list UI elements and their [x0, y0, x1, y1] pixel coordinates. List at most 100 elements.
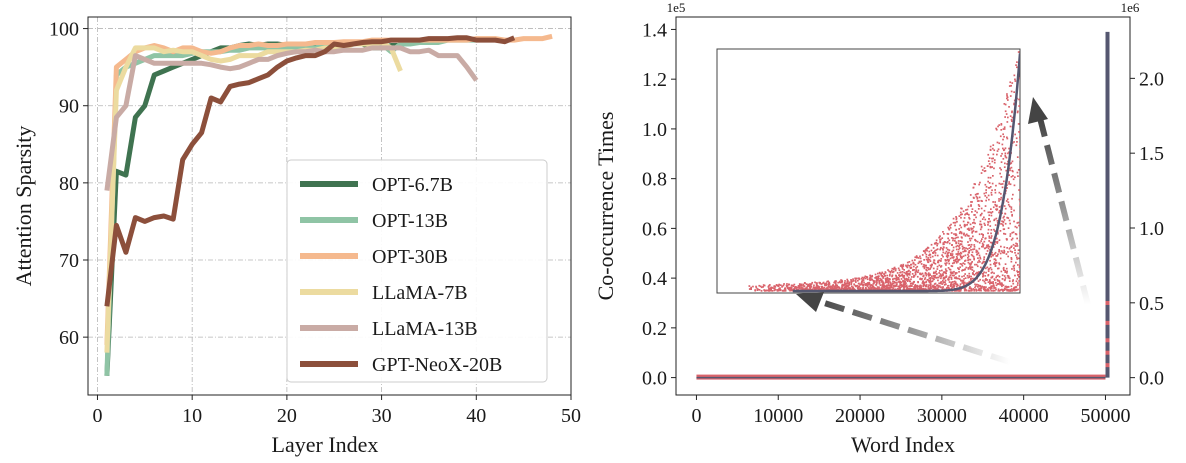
scatter-point: [841, 280, 843, 283]
scatter-point: [909, 282, 912, 285]
scatter-point: [927, 268, 930, 271]
scatter-point: [997, 274, 999, 277]
scatter-point: [976, 283, 978, 286]
scatter-point: [967, 234, 969, 237]
scatter-point: [1001, 288, 1003, 291]
scatter-point: [977, 257, 979, 259]
scatter-point: [974, 238, 976, 241]
scatter-point: [912, 276, 915, 278]
scatter-point: [949, 271, 952, 273]
scatter-point: [970, 227, 972, 230]
scatter-point: [908, 288, 910, 290]
scatter-point: [976, 240, 979, 243]
scatter-point: [919, 286, 921, 289]
scatter-point: [964, 249, 966, 251]
scatter-point: [943, 233, 945, 235]
scatter-point: [979, 261, 981, 263]
scatter-point: [831, 288, 833, 291]
scatter-point: [978, 233, 981, 236]
scatter-point: [1001, 250, 1003, 252]
scatter-point: [955, 218, 958, 221]
scatter-point: [1019, 177, 1020, 179]
scatter-point: [1015, 242, 1017, 245]
scatter-point: [959, 230, 962, 233]
scatter-point: [1008, 181, 1010, 183]
scatter-point: [957, 268, 960, 270]
scatter-point: [1013, 74, 1016, 77]
scatter-point: [984, 224, 986, 226]
scatter-point: [986, 165, 989, 167]
scatter-point: [987, 274, 989, 277]
scatter-point: [1017, 249, 1020, 251]
scatter-point: [991, 160, 994, 163]
scatter-point: [1006, 247, 1008, 249]
scatter-point: [1019, 264, 1020, 267]
series-line-gpt-neox-20b: [104, 35, 516, 307]
scatter-point: [878, 288, 880, 290]
scatter-point: [999, 172, 1001, 175]
scatter-point: [933, 285, 936, 288]
scatter-point: [776, 290, 779, 292]
scatter-point: [932, 267, 935, 270]
scatter-point: [991, 285, 994, 287]
scatter-point: [978, 196, 981, 199]
scatter-point: [878, 275, 880, 277]
scatter-point: [962, 246, 965, 249]
scatter-point: [896, 281, 898, 284]
scatter-point: [957, 240, 960, 242]
scatter-point: [945, 247, 948, 249]
scatter-point: [984, 183, 987, 186]
scatter-point: [951, 244, 953, 246]
scatter-point: [994, 287, 997, 289]
scatter-point: [1006, 216, 1008, 219]
scatter-point: [1006, 238, 1008, 241]
scatter-point: [997, 280, 999, 282]
scatter-point: [1000, 282, 1002, 285]
scatter-point: [1018, 239, 1020, 242]
scatter-point: [966, 228, 969, 230]
scatter-point: [963, 247, 966, 249]
scatter-point: [942, 231, 944, 233]
scatter-point: [1003, 287, 1006, 290]
scatter-point: [887, 269, 889, 271]
scatter-point: [1003, 205, 1006, 207]
scatter-point: [899, 280, 901, 283]
scatter-point: [871, 285, 874, 288]
scatter-point: [989, 148, 992, 151]
scatter-point: [931, 275, 933, 277]
inset-trend-curve: [792, 53, 1020, 293]
legend-label: OPT-6.7B: [372, 174, 453, 196]
scatter-point: [968, 217, 971, 220]
scatter-point: [934, 249, 936, 252]
scatter-point: [843, 287, 845, 290]
scatter-point: [993, 228, 995, 231]
scatter-point: [976, 265, 979, 268]
scatter-point: [979, 181, 981, 184]
scatter-point: [942, 274, 944, 277]
scatter-point: [947, 254, 950, 257]
scatter-point: [1014, 225, 1017, 228]
scatter-point: [947, 267, 950, 269]
scatter-point: [978, 200, 980, 202]
scatter-point: [941, 269, 943, 272]
scatter-point: [955, 283, 957, 285]
scatter-point: [813, 287, 815, 289]
scatter-point: [890, 271, 892, 273]
scatter-point: [993, 278, 996, 280]
scatter-point: [988, 218, 990, 220]
scatter-point: [979, 266, 982, 269]
scatter-point: [995, 128, 998, 131]
scatter-point: [1004, 212, 1006, 215]
scatter-point: [942, 242, 945, 244]
scatter-point: [998, 275, 1001, 278]
scatter-point: [905, 277, 908, 280]
scatter-point: [959, 285, 961, 288]
scatter-point: [894, 281, 896, 284]
scatter-point: [934, 276, 936, 279]
scatter-point: [955, 245, 958, 248]
scatter-point: [834, 285, 837, 288]
scatter-point: [909, 288, 912, 291]
scatter-point: [963, 250, 966, 253]
scatter-point: [942, 243, 945, 246]
scatter-point: [973, 270, 975, 272]
